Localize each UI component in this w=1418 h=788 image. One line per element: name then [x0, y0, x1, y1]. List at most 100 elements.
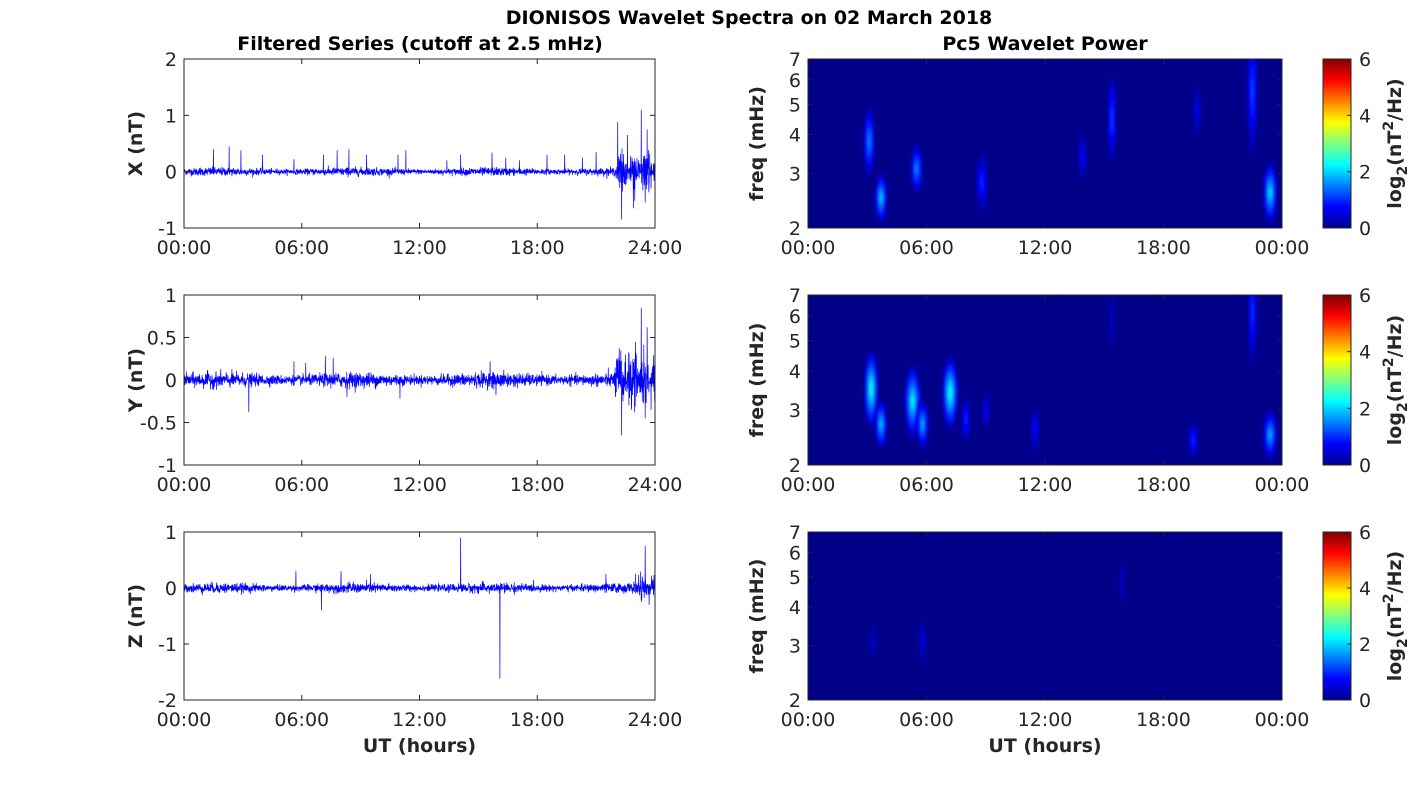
y-tick-label: 0.5 — [147, 328, 177, 350]
x-tick-label: 12:00 — [392, 237, 447, 259]
wavelet-power-blob — [1268, 186, 1272, 199]
colorbar-tick-label: 0 — [1359, 690, 1371, 712]
y-tick-label: 7 — [789, 49, 801, 71]
y-tick-label: 2 — [789, 690, 801, 712]
y-tick-label: -1 — [158, 218, 177, 240]
wavelet-power-blob — [868, 134, 871, 149]
x-tick-label: 18:00 — [510, 237, 565, 259]
y-tick-label: 6 — [789, 70, 801, 92]
wavelet-power-blob — [1111, 314, 1113, 327]
colorbar-tick-label: 4 — [1359, 105, 1371, 127]
x-tick-label: 06:00 — [274, 709, 329, 731]
y-tick-label: 2 — [789, 218, 801, 240]
left-column-title: Filtered Series (cutoff at 2.5 mHz) — [237, 33, 603, 55]
y-axis-label: freq (mHz) — [746, 559, 768, 674]
y-tick-label: 4 — [789, 124, 801, 146]
colorbar-label: log2(nT2/Hz) — [1381, 551, 1411, 681]
x-axis-label: UT (hours) — [363, 735, 476, 757]
x-tick-label: 06:00 — [899, 709, 954, 731]
y-tick-label: 6 — [789, 306, 801, 328]
wavelet-power-blob — [965, 414, 967, 425]
series-panel-x: -1 0 1 2 00:00 06:00 12:00 18:00 24:00 X (nT) — [125, 49, 682, 259]
y-tick-label: 5 — [789, 331, 801, 353]
x-tick-label: 12:00 — [1018, 237, 1073, 259]
wavelet-power-blob — [1081, 151, 1084, 162]
colorbar-tick-label: 6 — [1359, 522, 1371, 544]
colorbar-tick-label: 2 — [1359, 634, 1371, 656]
y-tick-label: 6 — [789, 543, 801, 565]
heatmap-cells — [869, 552, 1126, 666]
colorbar-gradient — [1323, 532, 1351, 700]
colorbar-gradient — [1323, 59, 1351, 228]
y-tick-label: -1 — [158, 634, 177, 656]
y-tick-label: 2 — [789, 455, 801, 477]
heatmap-cells — [864, 295, 1277, 460]
x-tick-label: 18:00 — [510, 709, 565, 731]
colorbar: 0 2 4 6 log2(nT2/Hz) — [1322, 522, 1411, 712]
series-line-z — [183, 537, 656, 679]
wavelet-power-blob — [921, 419, 924, 430]
wavelet-power-blob — [911, 394, 915, 409]
x-tick-label: 00:00 — [1255, 237, 1310, 259]
series-panel-z: -2 -1 0 1 00:00 06:00 12:00 18:00 24:00 Z (nT) UT … — [125, 522, 682, 757]
colorbar-frame — [1322, 531, 1352, 701]
wavelet-power-blob — [869, 381, 873, 397]
heatmap-background — [808, 532, 1282, 700]
colorbar-frame — [1322, 294, 1352, 466]
wavelet-power-blob — [915, 163, 918, 174]
colorbar-tick-label: 2 — [1359, 162, 1371, 184]
x-tick-label: 00:00 — [781, 709, 836, 731]
x-tick-label: 12:00 — [1018, 474, 1073, 496]
wavelet-power-blob — [1111, 109, 1113, 128]
x-tick-label: 00:00 — [157, 237, 212, 259]
plot-background — [184, 532, 655, 700]
wavelet-power-blob — [921, 636, 924, 647]
y-axis-label: Y (nT) — [125, 348, 147, 413]
x-tick-label: 24:00 — [628, 474, 683, 496]
colorbar: 0 2 4 6 log2(nT2/Hz) — [1322, 285, 1411, 477]
x-tick-label: 06:00 — [274, 474, 329, 496]
x-tick-label: 00:00 — [781, 237, 836, 259]
x-tick-label: 12:00 — [1018, 709, 1073, 731]
wavelet-power-blob — [1196, 103, 1198, 116]
x-tick-label: 00:00 — [157, 709, 212, 731]
y-axis-label: freq (mHz) — [746, 86, 768, 201]
y-tick-label: 1 — [165, 105, 177, 127]
wavelet-power-blob — [1251, 78, 1254, 105]
x-tick-label: 06:00 — [899, 237, 954, 259]
colorbar-label: log2(nT2/Hz) — [1381, 78, 1411, 208]
x-tick-label: 18:00 — [1136, 474, 1191, 496]
y-tick-label: 0 — [165, 578, 177, 600]
heatmap-background — [808, 295, 1282, 465]
heatmap-background — [808, 59, 1282, 228]
y-tick-label: 3 — [789, 400, 801, 422]
wavelet-power-blob — [1034, 424, 1036, 435]
right-column-title: Pc5 Wavelet Power — [942, 33, 1148, 55]
x-tick-label: 06:00 — [274, 237, 329, 259]
x-tick-label: 18:00 — [510, 474, 565, 496]
colorbar: 0 2 4 6 log2(nT2/Hz) — [1322, 49, 1411, 240]
y-tick-label: -2 — [158, 690, 177, 712]
colorbar-gradient — [1323, 295, 1351, 465]
x-axis-label: UT (hours) — [988, 735, 1101, 757]
wavelet-power-blob — [984, 406, 987, 414]
wavelet-power-blob — [980, 176, 983, 189]
wavelet-power-blob — [1251, 300, 1254, 323]
colorbar-label: log2(nT2/Hz) — [1381, 315, 1411, 445]
wavelet-power-blob — [1268, 429, 1272, 440]
wavelet-power-blob — [1121, 576, 1123, 589]
y-tick-label: 0 — [165, 162, 177, 184]
x-tick-label: 00:00 — [781, 474, 836, 496]
x-tick-label: 24:00 — [628, 709, 683, 731]
x-tick-label: 12:00 — [392, 709, 447, 731]
x-tick-label: 18:00 — [1136, 709, 1191, 731]
y-tick-label: 5 — [789, 94, 801, 116]
y-tick-label: -1 — [158, 455, 177, 477]
colorbar-tick-label: 2 — [1359, 398, 1371, 420]
y-tick-label: 2 — [165, 49, 177, 71]
colorbar-tick-label: 0 — [1359, 455, 1371, 477]
heatmap-cells — [863, 59, 1277, 223]
